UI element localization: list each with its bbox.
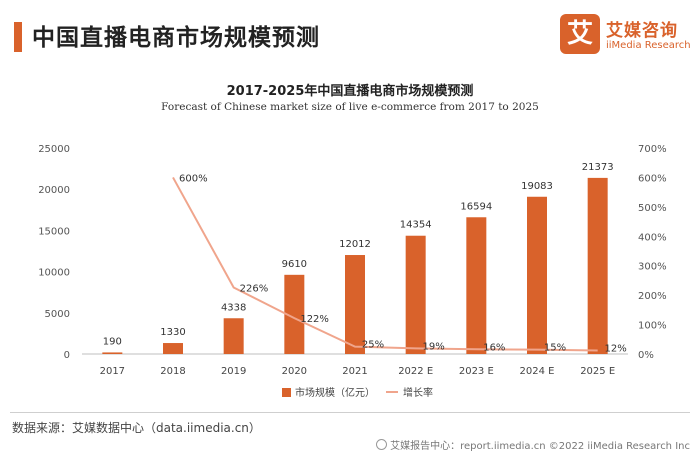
y-left-tick-label: 20000 [38,185,70,196]
logo-mark: 艾 [560,14,600,54]
footer-divider [10,412,690,413]
bar [284,274,305,354]
growth-rate-label: 600% [179,173,208,184]
bar [405,235,426,354]
legend-label-growth-rate: 增长率 [403,386,433,399]
x-tick-label: 2022 E [398,366,433,377]
growth-rate-line [172,176,598,352]
chart-subtitle: Forecast of Chinese market size of live … [161,101,539,113]
x-tick-label: 2018 [160,366,185,377]
market-size-chart: 0 5000 10000 15000 20000 25000 0% 100% 200% 300% 4… [38,144,667,399]
y-right-tick-label: 700% [638,144,667,155]
bar [223,318,244,354]
bar-value-label: 1330 [160,327,185,338]
growth-rate-label: 122% [300,314,329,325]
y-right-tick-label: 0% [638,350,654,361]
bar-value-label: 19083 [521,181,553,192]
growth-rate-label: 19% [423,341,445,352]
y-right-tick-label: 200% [638,291,667,302]
legend-swatch-market-size [282,388,291,397]
bar-value-label: 190 [103,336,122,347]
y-left-tick-label: 15000 [38,226,70,237]
y-left-tick-label: 25000 [38,144,70,155]
x-tick-label: 2024 E [520,366,555,377]
logo-name-en: iiMedia Research [606,40,691,51]
y-left-tick-label: 0 [64,350,70,361]
credit-text: 艾媒报告中心：report.iimedia.cn ©2022 iiMedia R… [390,441,690,452]
x-tick-label: 2017 [100,366,125,377]
page-title: 中国直播电商市场规模预测 [32,25,320,51]
bar [102,352,123,354]
growth-rate-label: 15% [544,343,566,354]
bar-value-label: 4338 [221,302,246,313]
y-right-tick-label: 300% [638,262,667,273]
growth-rate-label: 25% [362,340,384,351]
logo-name-cn: 艾媒咨询 [606,21,678,41]
x-tick-label: 2019 [221,366,246,377]
bar-value-label: 21373 [582,162,614,173]
iimedia-logo: 艾 艾媒咨询 iiMedia Research [560,14,695,58]
x-tick-label: 2020 [282,366,307,377]
bar-value-label: 16594 [460,201,492,212]
x-tick-label: 2025 E [580,366,615,377]
report-icon [376,439,388,450]
y-right-tick-label: 100% [638,321,667,332]
bar [163,343,183,354]
growth-rate-label: 12% [605,343,627,354]
x-tick-label: 2023 E [459,366,494,377]
y-right-tick-label: 400% [638,232,667,243]
bar [345,255,365,354]
report-credit: 艾媒报告中心：report.iimedia.cn ©2022 iiMedia R… [376,437,690,452]
growth-rate-label: 226% [240,283,269,294]
y-left-tick-label: 5000 [45,309,70,320]
x-tick-label: 2021 [342,366,367,377]
bar [587,177,608,354]
bar-value-label: 12012 [339,239,371,250]
legend-label-market-size: 市场规模（亿元） [295,386,375,399]
bar-value-label: 9610 [282,259,307,270]
growth-rate-label: 16% [483,342,505,353]
title-accent-bar [14,22,22,52]
y-right-tick-label: 500% [638,203,667,214]
bar [527,196,547,354]
data-source: 数据来源：艾媒数据中心（data.iimedia.cn） [12,421,261,435]
y-left-tick-label: 10000 [38,268,70,279]
bar-value-label: 14354 [400,220,432,231]
y-right-tick-label: 600% [638,173,667,184]
bar [466,217,487,354]
chart-title: 2017-2025年中国直播电商市场规模预测 [226,84,474,99]
